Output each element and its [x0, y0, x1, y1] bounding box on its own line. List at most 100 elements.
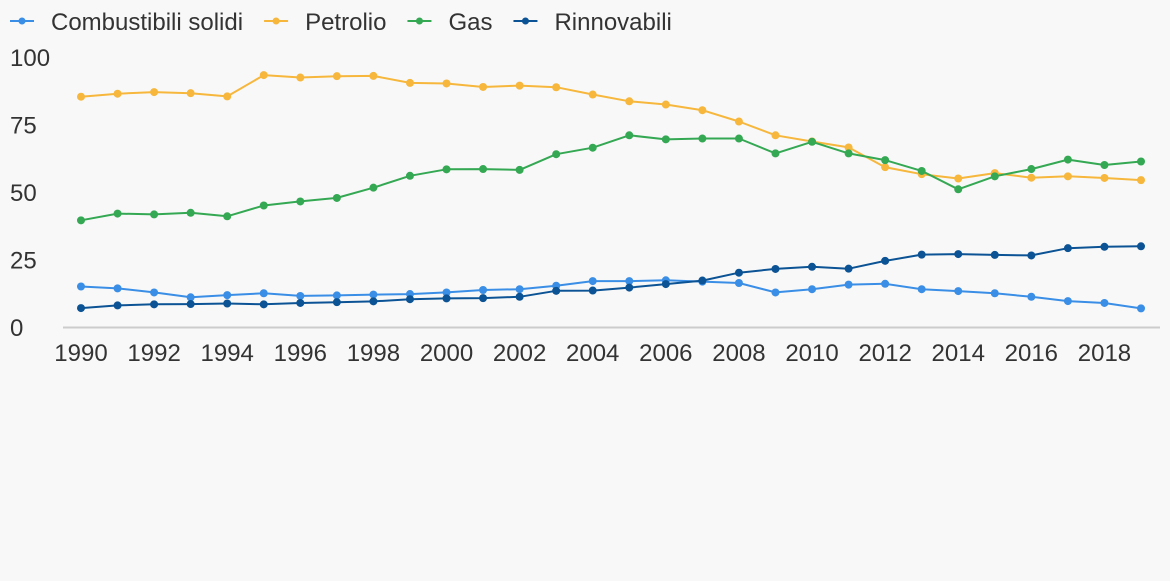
- data-point-combustibili-solidi[interactable]: [296, 291, 305, 300]
- data-point-rinnovabili[interactable]: [990, 250, 999, 259]
- data-point-combustibili-solidi[interactable]: [442, 288, 451, 297]
- data-point-petrolio[interactable]: [369, 71, 378, 80]
- data-point-petrolio[interactable]: [223, 92, 232, 101]
- data-point-rinnovabili[interactable]: [1027, 251, 1036, 260]
- data-point-petrolio[interactable]: [552, 83, 561, 92]
- data-point-combustibili-solidi[interactable]: [771, 288, 780, 297]
- data-point-rinnovabili[interactable]: [734, 268, 743, 277]
- data-point-combustibili-solidi[interactable]: [150, 288, 159, 297]
- data-point-gas[interactable]: [1063, 155, 1072, 164]
- data-point-petrolio[interactable]: [442, 79, 451, 88]
- data-point-petrolio[interactable]: [588, 90, 597, 99]
- data-point-petrolio[interactable]: [1063, 172, 1072, 181]
- data-point-rinnovabili[interactable]: [113, 301, 122, 310]
- data-point-combustibili-solidi[interactable]: [881, 279, 890, 288]
- data-point-petrolio[interactable]: [844, 143, 853, 152]
- data-point-rinnovabili[interactable]: [808, 262, 817, 271]
- data-point-rinnovabili[interactable]: [515, 292, 524, 301]
- data-point-rinnovabili[interactable]: [881, 256, 890, 265]
- data-point-gas[interactable]: [698, 134, 707, 143]
- data-point-combustibili-solidi[interactable]: [369, 290, 378, 299]
- data-point-petrolio[interactable]: [1100, 173, 1109, 182]
- data-point-gas[interactable]: [917, 166, 926, 175]
- data-point-gas[interactable]: [150, 210, 159, 219]
- data-point-combustibili-solidi[interactable]: [808, 285, 817, 294]
- data-point-rinnovabili[interactable]: [844, 264, 853, 273]
- data-point-petrolio[interactable]: [186, 89, 195, 98]
- data-point-rinnovabili[interactable]: [77, 304, 85, 313]
- data-point-gas[interactable]: [734, 134, 743, 143]
- data-point-petrolio[interactable]: [296, 73, 305, 82]
- data-point-rinnovabili[interactable]: [1100, 242, 1109, 251]
- data-point-rinnovabili[interactable]: [259, 300, 268, 309]
- data-point-rinnovabili[interactable]: [479, 294, 488, 303]
- data-point-rinnovabili[interactable]: [954, 250, 963, 259]
- data-point-gas[interactable]: [844, 149, 853, 158]
- data-point-gas[interactable]: [990, 172, 999, 181]
- data-point-petrolio[interactable]: [625, 97, 634, 106]
- data-point-gas[interactable]: [296, 197, 305, 206]
- data-point-gas[interactable]: [332, 193, 341, 202]
- data-point-gas[interactable]: [1137, 157, 1145, 166]
- data-point-combustibili-solidi[interactable]: [332, 291, 341, 300]
- data-point-rinnovabili[interactable]: [150, 300, 159, 309]
- data-point-rinnovabili[interactable]: [442, 294, 451, 303]
- data-point-combustibili-solidi[interactable]: [186, 293, 195, 302]
- legend-item-combustibili-solidi[interactable]: Combustibili solidi: [10, 9, 243, 36]
- data-point-combustibili-solidi[interactable]: [588, 277, 597, 286]
- legend-item-gas[interactable]: Gas: [407, 9, 492, 36]
- data-point-gas[interactable]: [223, 212, 232, 221]
- data-point-gas[interactable]: [552, 150, 561, 159]
- data-point-rinnovabili[interactable]: [405, 295, 414, 304]
- data-point-gas[interactable]: [186, 208, 195, 217]
- data-point-petrolio[interactable]: [515, 81, 524, 90]
- data-point-rinnovabili[interactable]: [552, 286, 561, 295]
- data-point-rinnovabili[interactable]: [296, 298, 305, 307]
- data-point-gas[interactable]: [808, 137, 817, 146]
- data-point-rinnovabili[interactable]: [917, 250, 926, 259]
- data-point-gas[interactable]: [1100, 161, 1109, 169]
- data-point-gas[interactable]: [625, 131, 634, 140]
- data-point-rinnovabili[interactable]: [661, 280, 670, 289]
- data-point-petrolio[interactable]: [259, 71, 268, 80]
- data-point-combustibili-solidi[interactable]: [223, 291, 232, 300]
- data-point-petrolio[interactable]: [113, 89, 122, 98]
- data-point-rinnovabili[interactable]: [332, 298, 341, 307]
- data-point-gas[interactable]: [588, 143, 597, 152]
- data-point-petrolio[interactable]: [734, 117, 743, 126]
- data-point-gas[interactable]: [369, 183, 378, 192]
- data-point-gas[interactable]: [771, 149, 780, 158]
- data-point-combustibili-solidi[interactable]: [113, 284, 122, 293]
- data-point-gas[interactable]: [881, 156, 890, 165]
- data-point-combustibili-solidi[interactable]: [1137, 304, 1145, 313]
- data-point-combustibili-solidi[interactable]: [1063, 297, 1072, 306]
- data-point-combustibili-solidi[interactable]: [515, 285, 524, 294]
- data-point-combustibili-solidi[interactable]: [917, 285, 926, 294]
- data-point-gas[interactable]: [954, 185, 963, 194]
- data-point-rinnovabili[interactable]: [588, 286, 597, 295]
- data-point-petrolio[interactable]: [405, 78, 414, 87]
- data-point-combustibili-solidi[interactable]: [479, 286, 488, 295]
- data-point-petrolio[interactable]: [77, 92, 85, 101]
- data-point-combustibili-solidi[interactable]: [625, 277, 634, 286]
- data-point-rinnovabili[interactable]: [223, 299, 232, 308]
- data-point-gas[interactable]: [1027, 165, 1036, 174]
- data-point-combustibili-solidi[interactable]: [844, 280, 853, 289]
- data-point-rinnovabili[interactable]: [1063, 244, 1072, 253]
- data-point-combustibili-solidi[interactable]: [1027, 292, 1036, 301]
- legend-item-rinnovabili[interactable]: Rinnovabili: [513, 9, 672, 36]
- data-point-petrolio[interactable]: [1137, 176, 1145, 185]
- legend-item-petrolio[interactable]: Petrolio: [264, 9, 386, 36]
- data-point-combustibili-solidi[interactable]: [1100, 298, 1109, 307]
- data-point-petrolio[interactable]: [150, 88, 159, 97]
- data-point-rinnovabili[interactable]: [1137, 242, 1145, 251]
- data-point-petrolio[interactable]: [698, 106, 707, 115]
- data-point-gas[interactable]: [77, 216, 85, 225]
- data-point-gas[interactable]: [259, 201, 268, 210]
- data-point-gas[interactable]: [479, 165, 488, 174]
- data-point-gas[interactable]: [515, 165, 524, 174]
- data-point-rinnovabili[interactable]: [771, 264, 780, 273]
- data-point-combustibili-solidi[interactable]: [734, 278, 743, 287]
- data-point-gas[interactable]: [442, 165, 451, 174]
- data-point-gas[interactable]: [405, 171, 414, 180]
